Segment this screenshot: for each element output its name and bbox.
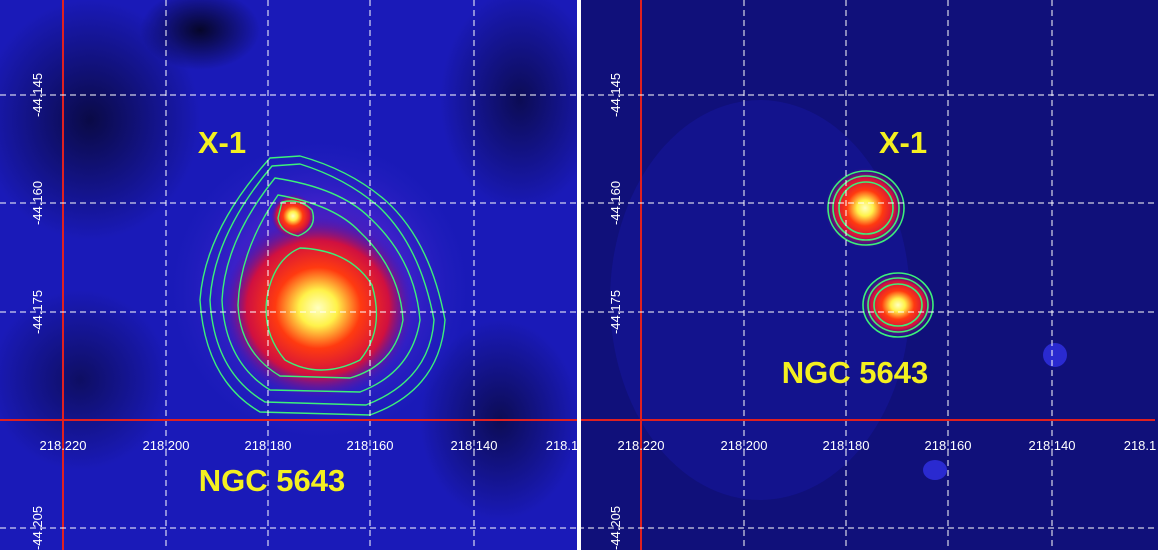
x-tick-label: 218.200: [143, 438, 190, 453]
y-tick-label: -44.175: [608, 290, 623, 334]
y-tick-label: -44.145: [30, 73, 45, 117]
y-tick-label: -44.205: [30, 506, 45, 550]
divider: [577, 0, 581, 550]
right-image: [581, 0, 1158, 550]
x-tick-label: 218.220: [618, 438, 665, 453]
y-tick-label: -44.175: [30, 290, 45, 334]
x-tick-label: 218.160: [347, 438, 394, 453]
source-label: X-1: [879, 125, 927, 160]
y-tick-label: -44.160: [608, 181, 623, 225]
x-tick-label: 218.200: [721, 438, 768, 453]
source-label: X-1: [198, 125, 246, 160]
y-tick-label: -44.160: [30, 181, 45, 225]
image-view: 218.220 218.200 218.180 218.160 218.140 218.1…: [0, 0, 1158, 550]
x-tick-label: 218.180: [245, 438, 292, 453]
source-label: NGC 5643: [782, 355, 928, 390]
y-tick-label: -44.145: [608, 73, 623, 117]
x-tick-label: 218.220: [40, 438, 87, 453]
x-tick-label: 218.180: [823, 438, 870, 453]
y-tick-label: -44.205: [608, 506, 623, 550]
x-tick-label: 218.140: [451, 438, 498, 453]
x-tick-label: 218.1: [546, 438, 579, 453]
x-tick-label: 218.1: [1124, 438, 1157, 453]
source-label: NGC 5643: [199, 463, 345, 498]
x-tick-label: 218.140: [1029, 438, 1076, 453]
x-tick-label: 218.160: [925, 438, 972, 453]
